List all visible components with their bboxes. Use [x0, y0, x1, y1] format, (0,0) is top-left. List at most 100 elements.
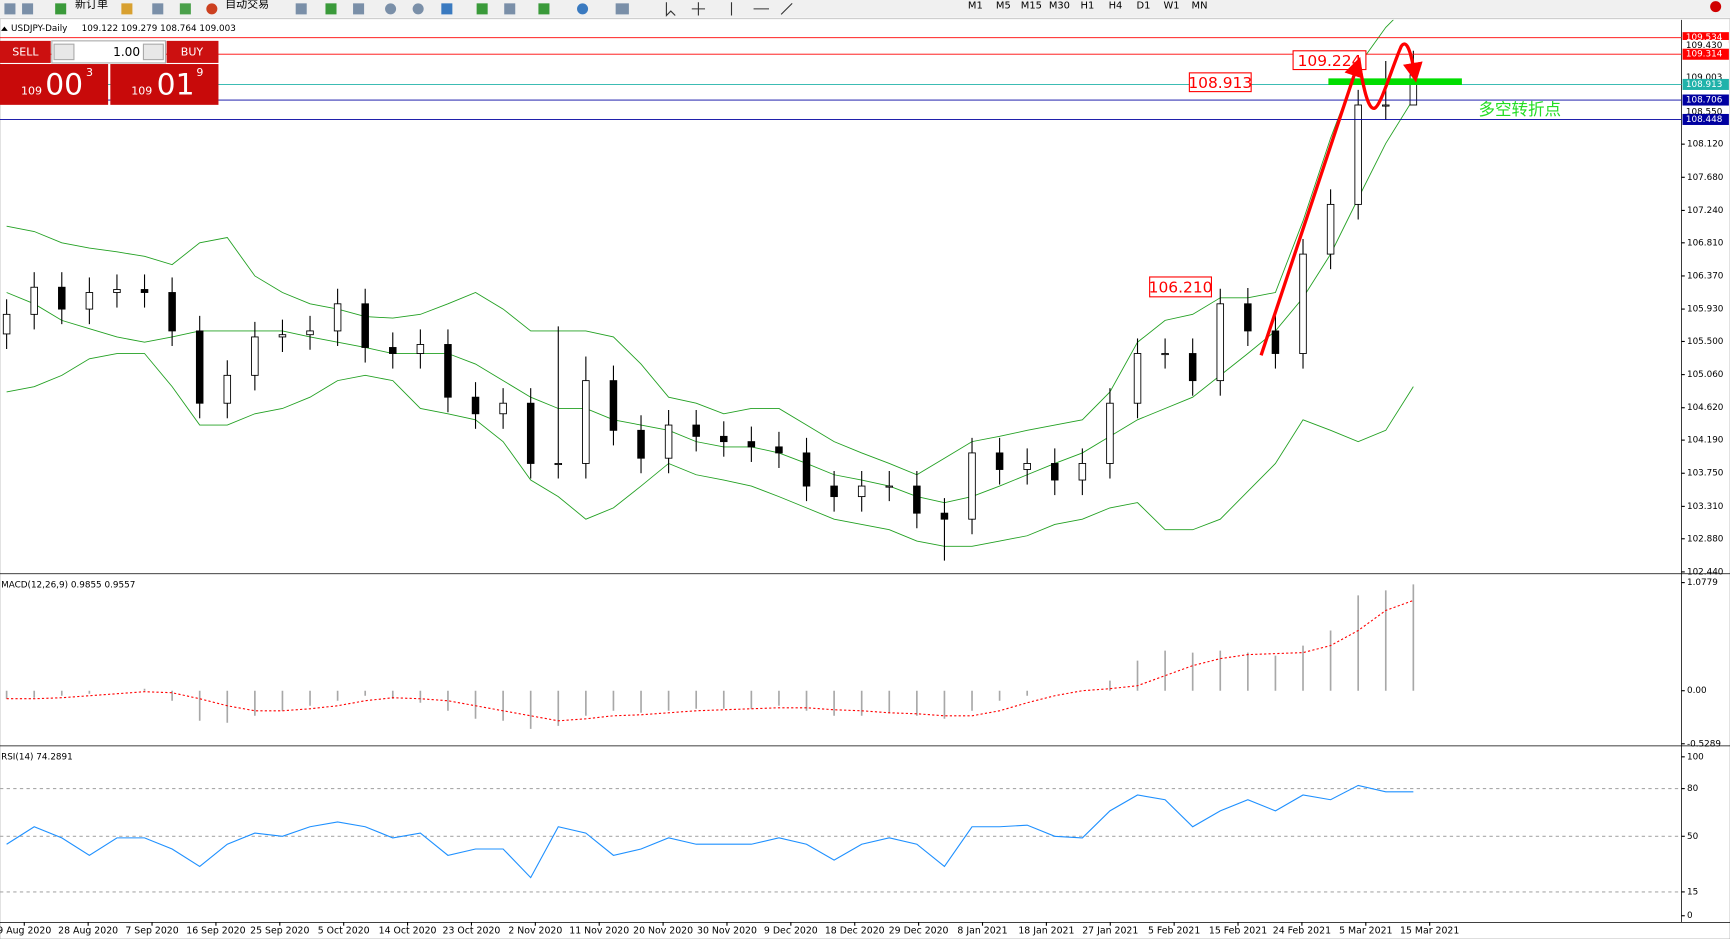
icon[interactable] [504, 3, 516, 15]
time-label: 27 Jan 2021 [1082, 926, 1138, 937]
icon[interactable] [55, 3, 67, 15]
y-tick-label: 50 [1687, 832, 1699, 842]
time-label: 14 Oct 2020 [379, 926, 437, 937]
icon[interactable] [577, 3, 589, 15]
icon[interactable] [353, 3, 365, 15]
y-tick-label: 1.0779 [1687, 578, 1718, 588]
bollinger-band [6, 353, 1414, 547]
icon[interactable] [385, 3, 397, 15]
macd-signal-line [6, 599, 1414, 722]
time-label: 5 Mar 2021 [1339, 926, 1392, 937]
candle-body [554, 463, 563, 466]
bollinger-band [6, 19, 1394, 476]
icon[interactable] [538, 3, 550, 15]
candle-body [1244, 303, 1252, 332]
time-label: 9 Aug 2020 [0, 926, 51, 937]
annotation-box [1149, 276, 1212, 298]
timeframe-button[interactable]: M30 [1049, 1, 1070, 12]
icon[interactable] [730, 2, 793, 16]
icon[interactable] [206, 3, 218, 15]
candle-body [471, 396, 480, 415]
candle-body [582, 380, 590, 464]
buy-label[interactable]: BUY [181, 45, 204, 58]
time-label: 30 Nov 2020 [697, 926, 757, 937]
icon[interactable] [412, 3, 424, 15]
arrow-up [1259, 56, 1364, 356]
lots-field[interactable] [51, 40, 167, 64]
time-label: 5 Feb 2021 [1148, 926, 1200, 937]
y-tick-label: 105.060 [1687, 370, 1724, 380]
panel [2, 19, 1418, 561]
timeframe-button[interactable]: W1 [1163, 1, 1179, 12]
timeframe-button[interactable]: M1 [968, 1, 983, 12]
icon[interactable] [121, 3, 133, 15]
price-level-label: 109.003 [1686, 73, 1722, 83]
price-level-label: 109.430 [1686, 41, 1723, 51]
candle-body [1188, 353, 1197, 382]
timeframe-button[interactable]: MN [1192, 1, 1208, 12]
y-tick-label: 104.620 [1687, 403, 1724, 413]
timeframe-button[interactable]: M5 [996, 1, 1011, 12]
candle-body [1216, 303, 1225, 382]
bid-box[interactable] [0, 64, 109, 105]
y-tick-label: 106.370 [1687, 271, 1724, 281]
chart-window [0, 18, 1730, 939]
icon[interactable] [4, 3, 16, 15]
candle-body [113, 289, 121, 293]
time-label: 18 Dec 2020 [825, 926, 885, 937]
lots-value[interactable]: 1.00 [113, 45, 140, 59]
timeframe-button[interactable]: H4 [1109, 1, 1123, 12]
arrow-curve [1357, 42, 1423, 110]
bid-sup: 3 [86, 66, 93, 79]
time-label: 5 Oct 2020 [318, 926, 370, 937]
y-tick-label: 103.750 [1687, 469, 1724, 479]
lots-up[interactable] [142, 43, 164, 61]
price-level-label: 108.706 [1686, 96, 1723, 106]
icon[interactable] [152, 3, 164, 15]
icon[interactable] [615, 3, 629, 15]
timeframe-bar: M1 M5 M15 M30 H1 H4 D1 W1 MN [968, 1, 1208, 12]
candle-body [995, 452, 1004, 470]
annotation-box [1188, 72, 1252, 93]
lots-down[interactable] [53, 43, 75, 61]
time-label: 2 Nov 2020 [508, 926, 562, 937]
y-tick-label: 0 [1687, 911, 1693, 921]
icon[interactable] [476, 3, 488, 15]
price-level-tag [1682, 113, 1729, 125]
timeframe-button[interactable]: H1 [1081, 1, 1095, 12]
candle-body [940, 512, 949, 520]
annotation-text: 108.913 [1188, 74, 1252, 92]
icon[interactable] [179, 3, 191, 15]
collapse-icon[interactable] [1, 26, 8, 31]
candle-body [168, 292, 176, 332]
ask-box[interactable] [110, 64, 219, 105]
new-order-button[interactable]: 新订单 [75, 0, 108, 10]
candle-body [223, 374, 232, 404]
icon[interactable] [665, 2, 676, 17]
ask-big: 109 [131, 85, 152, 98]
candle-body [1078, 463, 1087, 481]
candle-body [913, 485, 921, 514]
icon[interactable] [441, 3, 453, 15]
alert-icon[interactable] [1710, 1, 1722, 13]
time-label: 16 Sep 2020 [186, 926, 245, 937]
icon[interactable] [691, 2, 706, 16]
sell-button[interactable] [0, 40, 51, 63]
buy-button[interactable] [166, 40, 219, 63]
panel [5, 584, 1415, 729]
auto-trading-button[interactable]: 自动交易 [225, 0, 269, 10]
candle-body [1382, 104, 1390, 107]
icon[interactable] [295, 3, 307, 15]
timeframe-button[interactable]: D1 [1137, 1, 1151, 12]
y-tick-label: 108.120 [1687, 140, 1724, 150]
price-level-tag [1682, 39, 1729, 52]
icon[interactable] [22, 3, 34, 15]
annotation-text: 109.224 [1298, 52, 1362, 70]
timeframe-button[interactable]: M15 [1021, 1, 1042, 12]
icon[interactable] [325, 3, 337, 15]
sell-label[interactable]: SELL [12, 45, 39, 58]
toolbar-icons [4, 2, 793, 17]
price-level-tag [1682, 106, 1729, 118]
arrow-tick [1413, 67, 1421, 76]
price-level-tag [1682, 48, 1729, 60]
